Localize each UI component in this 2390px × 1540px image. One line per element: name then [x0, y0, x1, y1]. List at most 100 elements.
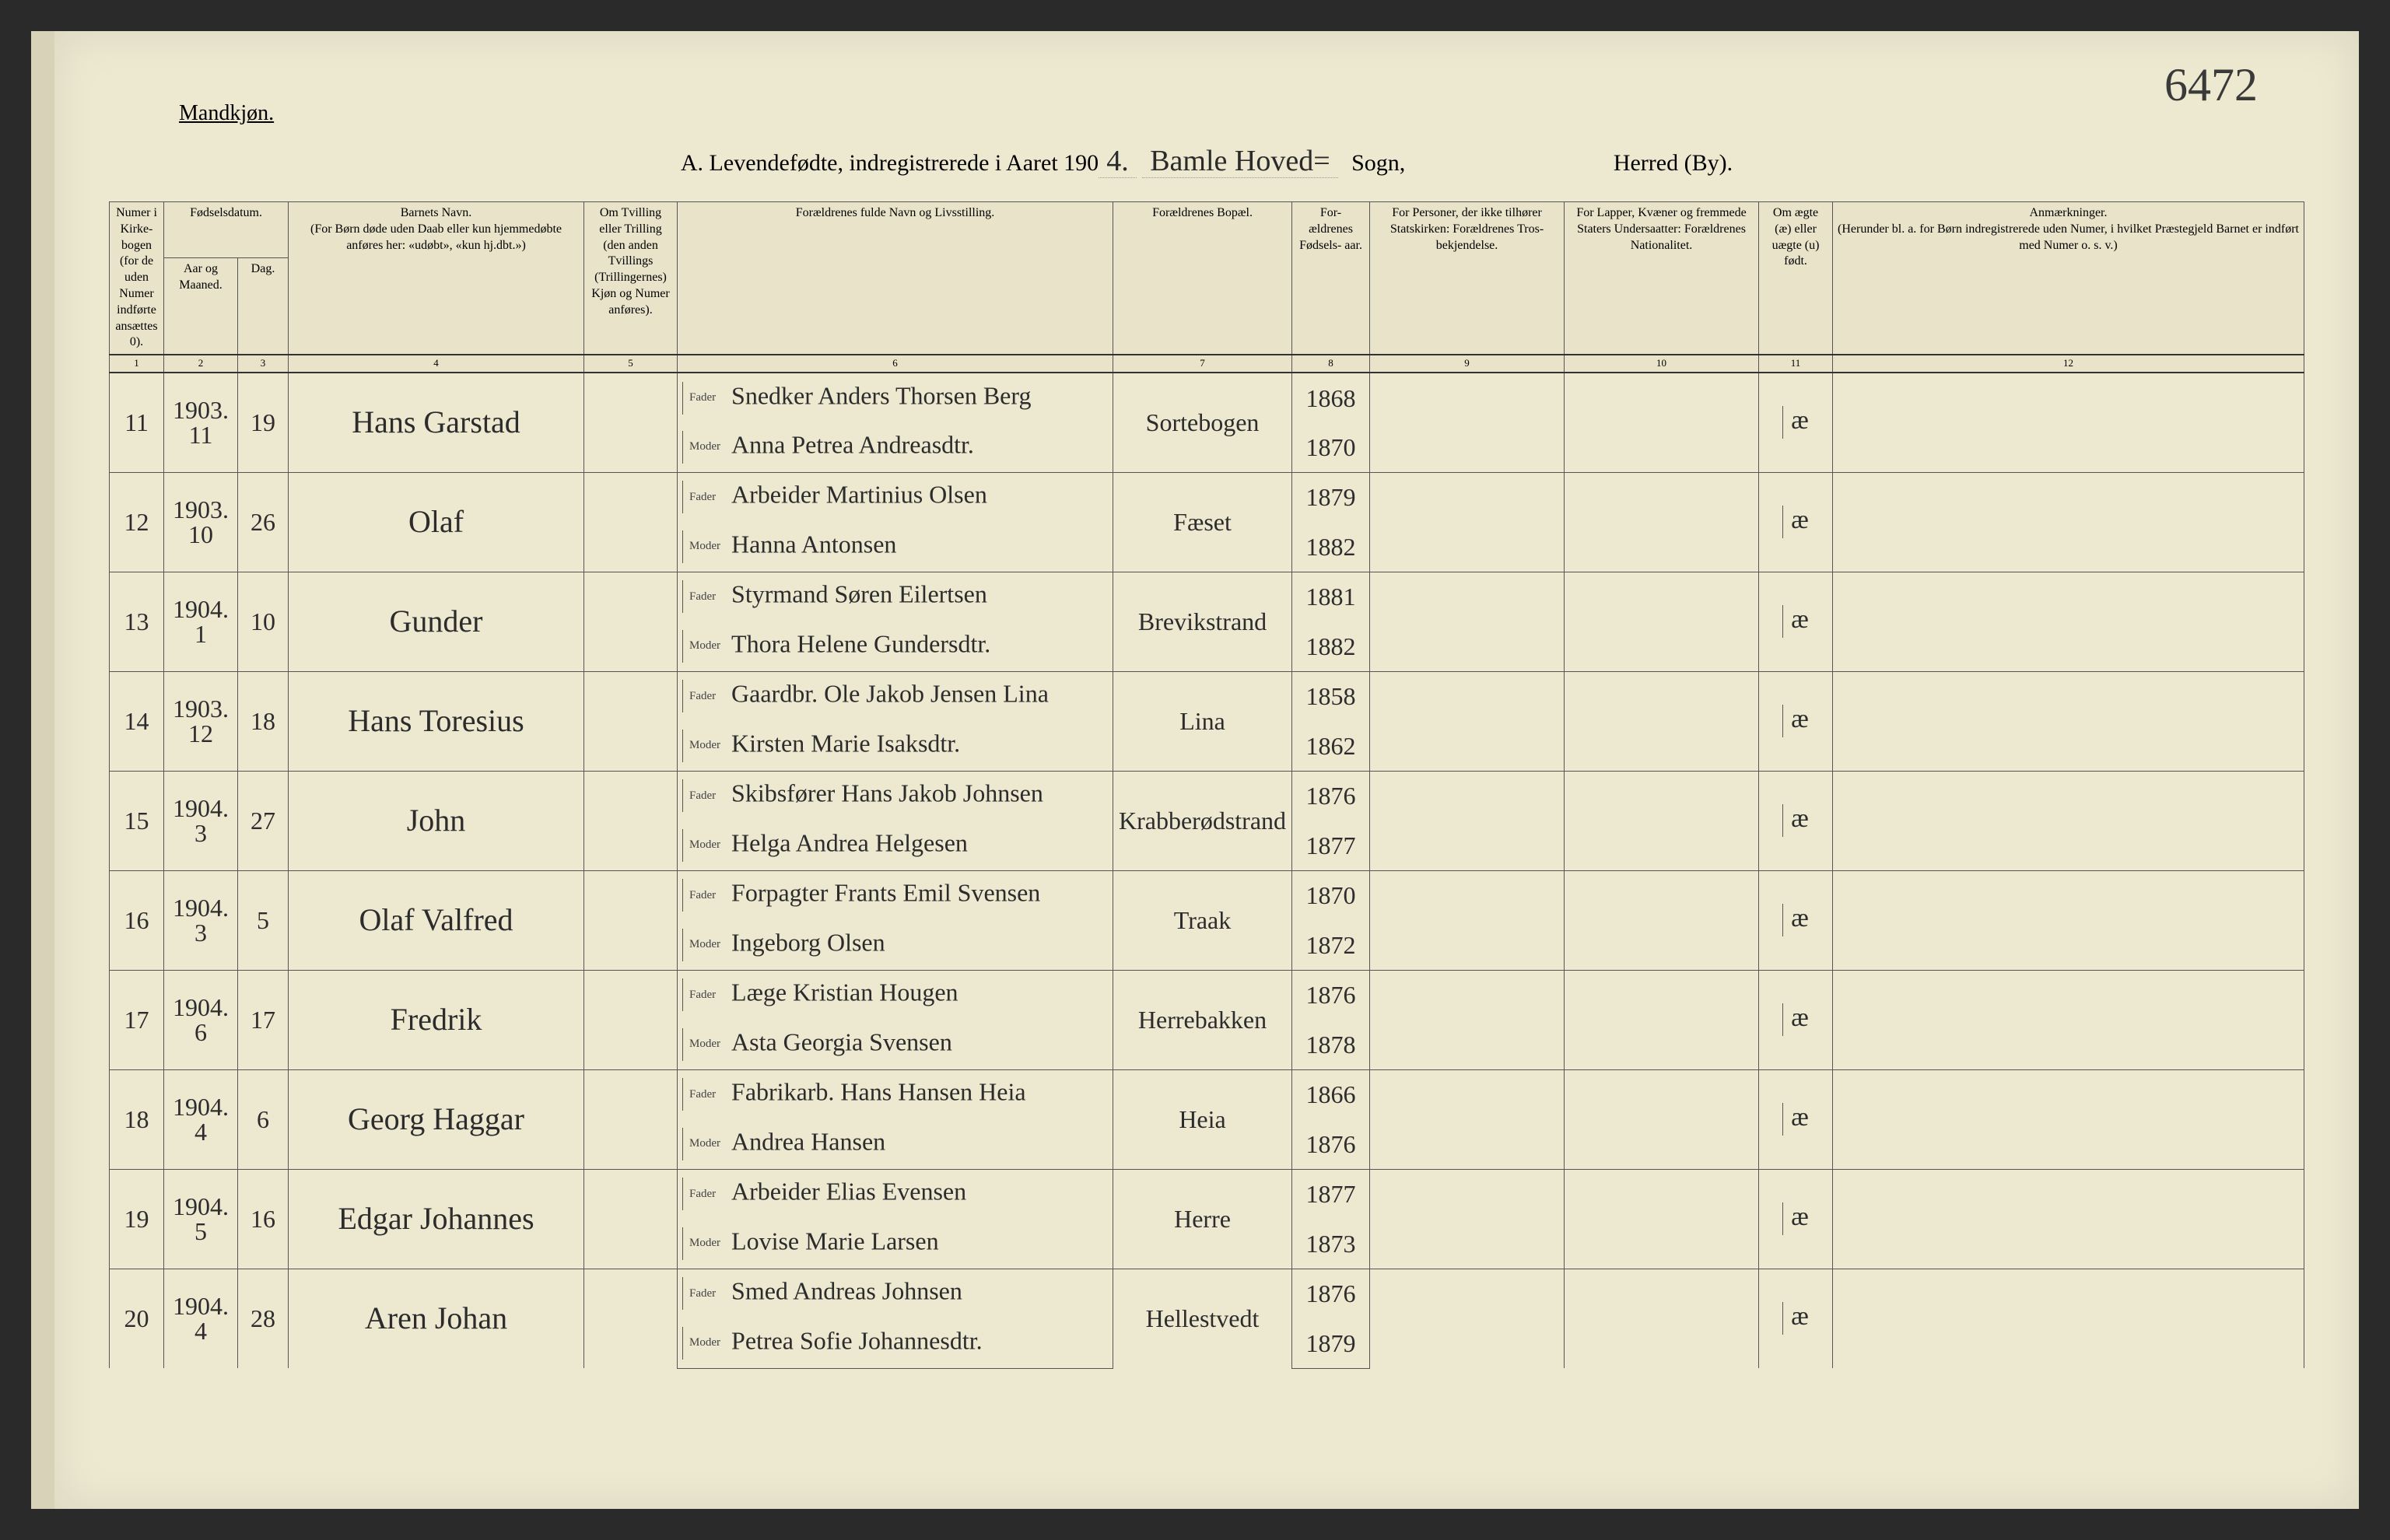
moder-name: Helga Andrea Helgesen	[731, 828, 968, 856]
cell-year-month: 1903. 11	[164, 373, 238, 472]
cell-nationality	[1565, 671, 1759, 771]
table-row: 201904. 428Aren JohanFaderSmed Andreas J…	[110, 1269, 2304, 1318]
ledger-page: Mandkjøn. 6472 A. Levendefødte, indregis…	[31, 31, 2359, 1509]
cell-fader: FaderFabrikarb. Hans Hansen Heia	[678, 1069, 1113, 1119]
cell-faith	[1370, 1169, 1565, 1269]
cell-moder: ModerAnna Petrea Andreasdtr.	[678, 422, 1113, 472]
cell-child-name: Fredrik	[289, 970, 584, 1069]
table-row: 131904. 110GunderFaderStyrmand Søren Eil…	[110, 572, 2304, 621]
fader-name: Arbeider Elias Evensen	[731, 1178, 966, 1206]
colnum: 1	[110, 355, 164, 373]
th-col11: Om ægte (æ) eller uægte (u) født.	[1759, 202, 1833, 355]
th-col1: Numer i Kirke- bogen (for de uden Numer …	[110, 202, 164, 355]
moder-name: Thora Helene Gundersdtr.	[731, 629, 990, 657]
moder-label: Moder	[689, 1138, 725, 1150]
cell-remarks	[1833, 771, 2304, 870]
cell-remarks	[1833, 472, 2304, 572]
th-col7: Forældrenes Bopæl.	[1113, 202, 1292, 355]
fader-label: Fader	[689, 492, 725, 503]
cell-fader-year: 1868	[1292, 373, 1370, 422]
cell-twin	[584, 1269, 678, 1368]
moder-label: Moder	[689, 441, 725, 453]
cell-legitimacy: æ	[1759, 373, 1833, 472]
colnum: 3	[238, 355, 289, 373]
cell-moder: ModerAndrea Hansen	[678, 1119, 1113, 1169]
cell-faith	[1370, 472, 1565, 572]
cell-moder: ModerLovise Marie Larsen	[678, 1219, 1113, 1269]
cell-remarks	[1833, 1169, 2304, 1269]
table-row: 121903. 1026OlafFaderArbeider Martinius …	[110, 472, 2304, 522]
fader-name: Forpagter Frants Emil Svensen	[731, 879, 1040, 907]
th-col12: Anmærkninger. (Herunder bl. a. for Børn …	[1833, 202, 2304, 355]
moder-label: Moder	[689, 541, 725, 552]
cell-number: 12	[110, 472, 164, 572]
cell-moder: ModerPetrea Sofie Johannesdtr.	[678, 1318, 1113, 1368]
fader-name: Snedker Anders Thorsen Berg	[731, 381, 1031, 409]
title-line: A. Levendefødte, indregistrerede i Aaret…	[109, 144, 2304, 178]
cell-number: 14	[110, 671, 164, 771]
cell-year-month: 1903. 12	[164, 671, 238, 771]
cell-day: 16	[238, 1169, 289, 1269]
cell-child-name: Edgar Johannes	[289, 1169, 584, 1269]
fader-label: Fader	[689, 691, 725, 702]
cell-residence: Sortebogen	[1113, 373, 1292, 472]
title-parish-hand: Bamle Hoved=	[1142, 145, 1337, 178]
cell-fader: Fader Forpagter Frants Emil Svensen	[678, 870, 1113, 920]
table-row: 191904. 516Edgar JohannesFaderArbeider E…	[110, 1169, 2304, 1219]
cell-child-name: Olaf	[289, 472, 584, 572]
moder-name: Kirsten Marie Isaksdtr.	[731, 729, 960, 757]
cell-fader-year: 1881	[1292, 572, 1370, 621]
cell-nationality	[1565, 1269, 1759, 1368]
cell-year-month: 1904. 3	[164, 771, 238, 870]
fader-name: Skibsfører Hans Jakob Johnsen	[731, 779, 1043, 807]
fader-name: Smed Andreas Johnsen	[731, 1277, 962, 1305]
cell-nationality	[1565, 373, 1759, 472]
cell-remarks	[1833, 671, 2304, 771]
cell-number: 15	[110, 771, 164, 870]
cell-year-month: 1904. 1	[164, 572, 238, 671]
cell-fader: FaderStyrmand Søren Eilertsen	[678, 572, 1113, 621]
moder-label: Moder	[689, 640, 725, 652]
cell-child-name: John	[289, 771, 584, 870]
fader-label: Fader	[689, 1089, 725, 1101]
cell-faith	[1370, 1269, 1565, 1368]
moder-label: Moder	[689, 1337, 725, 1349]
cell-legitimacy: æ	[1759, 572, 1833, 671]
cell-fader-year: 1876	[1292, 1269, 1370, 1318]
cell-faith	[1370, 373, 1565, 472]
cell-fader: FaderSkibsfører Hans Jakob Johnsen	[678, 771, 1113, 821]
title-sogn-label: Sogn,	[1351, 150, 1405, 176]
cell-number: 19	[110, 1169, 164, 1269]
cell-residence: Hellestvedt	[1113, 1269, 1292, 1368]
moder-label: Moder	[689, 1237, 725, 1249]
fader-label: Fader	[689, 890, 725, 901]
cell-moder-year: 1878	[1292, 1020, 1370, 1069]
title-prefix: A. Levendefødte, indregistrerede i Aaret…	[681, 150, 1099, 176]
cell-fader-year: 1879	[1292, 472, 1370, 522]
cell-day: 10	[238, 572, 289, 671]
cell-twin	[584, 572, 678, 671]
cell-nationality	[1565, 472, 1759, 572]
title-year-suffix: 4.	[1099, 145, 1137, 178]
cell-fader-year: 1876	[1292, 970, 1370, 1020]
cell-year-month: 1903. 10	[164, 472, 238, 572]
cell-twin	[584, 1069, 678, 1169]
cell-twin	[584, 970, 678, 1069]
cell-moder: ModerHelga Andrea Helgesen	[678, 821, 1113, 870]
cell-moder: ModerAsta Georgia Svensen	[678, 1020, 1113, 1069]
moder-label: Moder	[689, 939, 725, 950]
cell-day: 28	[238, 1269, 289, 1368]
cell-residence: Fæset	[1113, 472, 1292, 572]
colnum: 8	[1292, 355, 1370, 373]
cell-moder-year: 1862	[1292, 721, 1370, 771]
cell-residence: Heia	[1113, 1069, 1292, 1169]
cell-fader-year: 1877	[1292, 1169, 1370, 1219]
fader-name: Læge Kristian Hougen	[731, 978, 958, 1006]
cell-moder-year: 1870	[1292, 422, 1370, 472]
fader-label: Fader	[689, 1288, 725, 1300]
cell-fader-year: 1870	[1292, 870, 1370, 920]
cell-moder-year: 1882	[1292, 621, 1370, 671]
cell-nationality	[1565, 970, 1759, 1069]
cell-faith	[1370, 572, 1565, 671]
cell-fader-year: 1858	[1292, 671, 1370, 721]
